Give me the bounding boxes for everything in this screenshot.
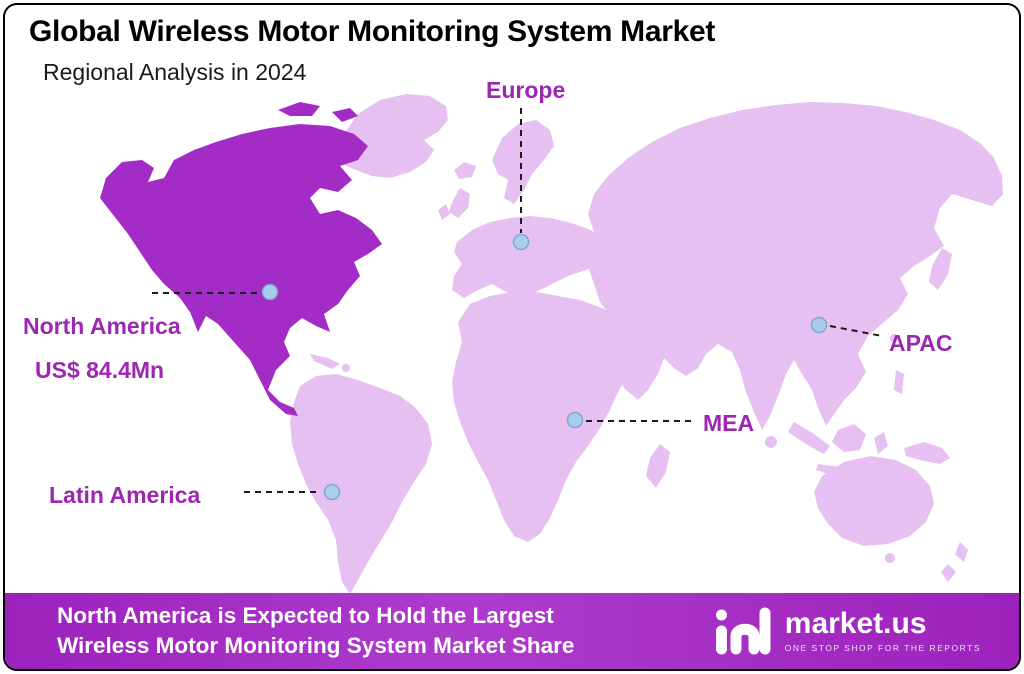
island-japan xyxy=(929,248,952,290)
island-ireland xyxy=(438,204,450,220)
island-new-zealand-north xyxy=(955,542,968,562)
banner-line-1: North America is Expected to Hold the La… xyxy=(57,603,554,629)
arctic-island-2 xyxy=(332,108,358,122)
leader-line-apac xyxy=(829,325,883,337)
world-map xyxy=(100,94,1003,594)
marker-mea xyxy=(566,411,584,429)
banner-line-2: Wireless Motor Monitoring System Market … xyxy=(57,633,575,658)
region-scandinavia xyxy=(492,120,554,204)
island-iceland xyxy=(454,162,476,179)
island-taiwan xyxy=(890,334,898,342)
region-label-north-america: North America xyxy=(23,313,181,339)
island-new-zealand-south xyxy=(941,564,956,582)
continent-africa xyxy=(452,292,658,542)
continent-asia xyxy=(588,102,1003,430)
region-label-mea: MEA xyxy=(703,410,755,436)
marker-apac xyxy=(810,316,828,334)
continent-north-america-highlight xyxy=(100,124,382,416)
banner-headline: North America is Expected to Hold the La… xyxy=(57,601,574,661)
marker-latin-america xyxy=(323,483,341,501)
brand-tagline: ONE STOP SHOP FOR THE REPORTS xyxy=(784,643,981,653)
arctic-island-1 xyxy=(278,102,320,116)
brand-name: market.us xyxy=(784,607,927,640)
page-title: Global Wireless Motor Monitoring System … xyxy=(29,15,716,48)
continent-australia xyxy=(814,456,934,546)
region-label-apac: APAC xyxy=(889,330,953,356)
frame-border: Global Wireless Motor Monitoring System … xyxy=(3,3,1021,671)
continent-europe xyxy=(452,216,612,298)
region-label-latin-america: Latin America xyxy=(49,482,201,508)
region-label-europe: Europe xyxy=(486,77,566,103)
marker-north-america xyxy=(261,283,279,301)
footer-banner: North America is Expected to Hold the La… xyxy=(5,593,1019,669)
island-borneo xyxy=(832,424,866,452)
island-sulawesi xyxy=(874,432,888,454)
island-madagascar xyxy=(646,444,670,488)
island-sri-lanka xyxy=(765,436,777,448)
island-cuba xyxy=(310,354,340,369)
island-new-guinea xyxy=(904,442,950,464)
page-subtitle: Regional Analysis in 2024 xyxy=(43,59,307,85)
north-america-market-value: US$ 84.4Mn xyxy=(35,357,165,383)
island-sumatra xyxy=(788,422,830,454)
brand-text-block: market.us ONE STOP SHOP FOR THE REPORTS xyxy=(784,607,981,654)
continent-south-america xyxy=(290,374,432,594)
island-philippines xyxy=(894,370,904,394)
island-uk xyxy=(449,188,470,218)
island-tasmania xyxy=(885,553,895,563)
marker-europe xyxy=(512,233,530,251)
marketus-logo-icon xyxy=(715,607,771,655)
marketus-logo: market.us ONE STOP SHOP FOR THE REPORTS xyxy=(714,607,981,655)
island-hispaniola xyxy=(342,364,350,372)
continent-greenland xyxy=(338,94,448,178)
